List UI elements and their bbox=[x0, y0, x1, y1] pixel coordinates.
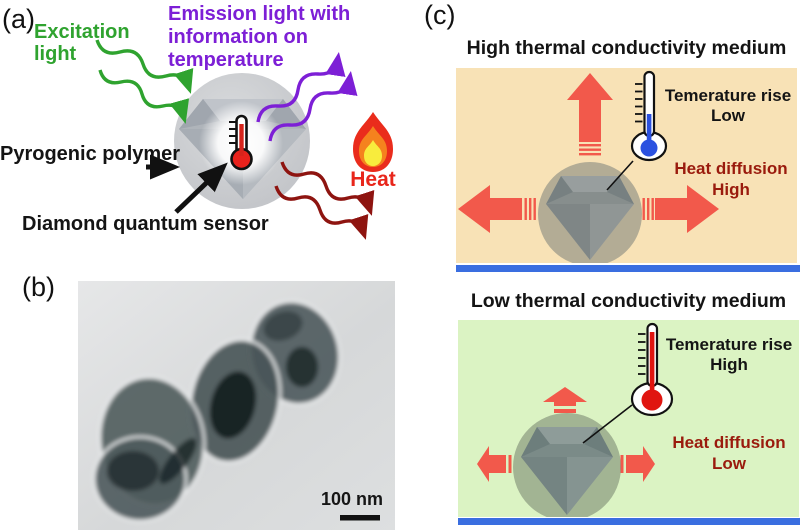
thermometer-icon-low-reading bbox=[630, 70, 668, 162]
temp-rise-label-high: Temerature rise bbox=[664, 86, 792, 105]
heat-label: Heat bbox=[350, 168, 396, 191]
diffusion-note-low: Heat diffusion Low bbox=[660, 432, 798, 475]
heat-flow-arrows-high bbox=[458, 73, 719, 233]
temp-rise-level-low: High bbox=[710, 355, 748, 375]
thermometer-pointer-high bbox=[606, 160, 634, 191]
low-medium-graphics bbox=[477, 322, 674, 517]
diffusion-note-high: Heat diffusion High bbox=[662, 158, 800, 201]
panel-c-label: (c) bbox=[424, 0, 456, 30]
emission-arrows bbox=[256, 51, 358, 142]
scale-bar-label: 100 nm bbox=[320, 489, 384, 509]
thermometer-icon bbox=[229, 114, 253, 171]
heat-arrows bbox=[274, 161, 375, 240]
scale-bar bbox=[340, 515, 380, 521]
emission-light-label: Emission light with information on tempe… bbox=[168, 3, 351, 71]
substrate-bar-high bbox=[456, 265, 800, 272]
flame-icon bbox=[353, 112, 393, 172]
diffusion-label-high: Heat diffusion bbox=[674, 159, 788, 178]
temp-rise-level-high: Low bbox=[711, 106, 745, 126]
thermometer-pointer-low bbox=[582, 404, 633, 444]
high-medium-graphics bbox=[458, 70, 719, 263]
diffusion-level-high: High bbox=[712, 180, 750, 200]
excitation-arrows bbox=[95, 39, 194, 124]
thermometer-icon-high-reading bbox=[630, 322, 674, 417]
diamond-sensor-label: Diamond quantum sensor bbox=[22, 213, 269, 235]
temp-rise-note-low: Temerature rise High bbox=[658, 335, 800, 376]
diffusion-label-low: Heat diffusion bbox=[672, 433, 786, 452]
temp-rise-note-high: Temerature rise Low bbox=[657, 86, 799, 127]
nanoparticles bbox=[92, 300, 341, 523]
panel-a-diagram bbox=[95, 39, 393, 240]
heat-flow-arrows-low bbox=[477, 387, 655, 482]
sensor-pointer-arrow bbox=[174, 162, 228, 214]
high-medium-box bbox=[456, 68, 797, 263]
diffusion-level-low: Low bbox=[712, 454, 746, 474]
low-medium-box bbox=[458, 320, 799, 517]
low-medium-title: Low thermal conductivity medium bbox=[470, 290, 787, 312]
tem-image bbox=[78, 281, 395, 530]
panel-b-label: (b) bbox=[22, 272, 55, 302]
diamond-shape-high bbox=[546, 176, 634, 260]
excitation-light-label: Excitation light bbox=[34, 21, 130, 65]
panel-a-label: (a) bbox=[2, 4, 35, 34]
substrate-bar-low bbox=[458, 518, 800, 525]
high-medium-title: High thermal conductivity medium bbox=[466, 37, 787, 59]
diamond-shape-low bbox=[521, 427, 613, 515]
temp-rise-label-low: Temerature rise bbox=[665, 335, 793, 354]
pyrogenic-polymer-label: Pyrogenic polymer bbox=[0, 143, 181, 165]
